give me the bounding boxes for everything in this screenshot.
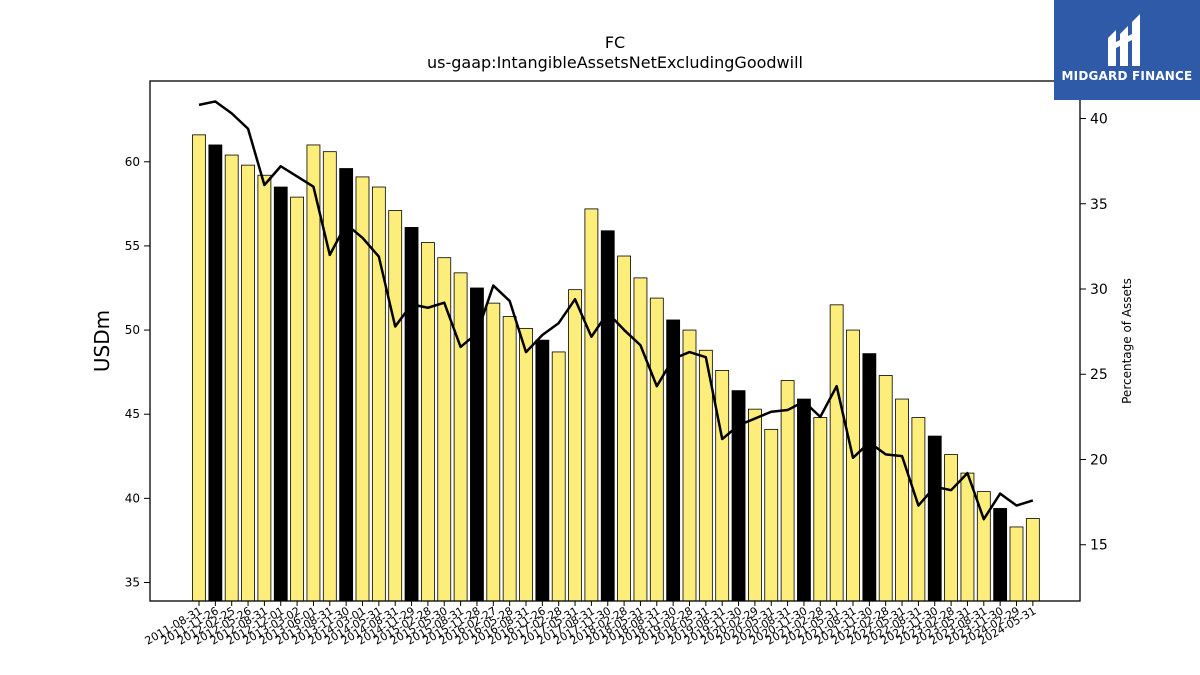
bar (551, 351, 566, 602)
y-tick-label: 60 (125, 155, 140, 169)
x-axis-ticks: 2011-08-312011-11-262012-02-252012-05-26… (143, 601, 1038, 648)
y2-tick-label: 25 (1090, 367, 1108, 383)
bar (633, 277, 648, 602)
bar (273, 186, 288, 602)
bar (944, 454, 958, 602)
bar (862, 353, 877, 602)
brand-name: MIDGARD FINANCE (1061, 69, 1193, 83)
bar (568, 289, 582, 602)
bar (224, 154, 239, 602)
chart-subtitle: us-gaap:IntangibleAssetsNetExcludingGood… (427, 53, 803, 72)
y-tick-label: 40 (125, 491, 140, 505)
bar (666, 319, 681, 602)
bar (846, 329, 860, 602)
y-tick-label: 55 (125, 239, 140, 253)
bar (404, 227, 419, 602)
bar (371, 186, 386, 602)
bar (502, 316, 517, 602)
bar (1009, 526, 1024, 602)
bar (388, 210, 403, 602)
y-tick-label: 45 (125, 407, 140, 421)
bar (600, 230, 615, 602)
y-tick-label: 50 (125, 323, 140, 337)
bar (780, 380, 795, 602)
y2-axis-label: Percentage of Assets (1120, 278, 1134, 404)
bar (649, 297, 664, 602)
bar (911, 417, 926, 602)
bar (322, 151, 337, 602)
bar (420, 242, 435, 602)
y-axis-label: USDm (90, 310, 114, 372)
percentage-line (198, 100, 1034, 521)
bar (715, 370, 730, 602)
brand-mark-icon (1108, 14, 1140, 66)
bar (453, 272, 468, 602)
bar (764, 428, 779, 602)
y2-tick-label: 35 (1090, 197, 1108, 213)
y2-tick-label: 40 (1090, 112, 1108, 128)
y-axis-ticks: 35 40 45 50 55 60 (125, 155, 150, 589)
plot-frame (149, 80, 1081, 602)
bar (698, 349, 713, 602)
bar (208, 144, 223, 602)
bar (813, 417, 828, 602)
bar (682, 329, 697, 602)
bar (960, 472, 975, 602)
bar (797, 398, 811, 602)
bar (584, 208, 599, 602)
chart-title: FC (605, 33, 625, 52)
bar (486, 302, 501, 602)
bar (748, 408, 762, 602)
bar (192, 134, 206, 602)
bar (1025, 518, 1040, 602)
bar (306, 144, 321, 602)
y2-axis-ticks: 15 20 25 30 35 40 (1080, 112, 1108, 554)
bar (290, 196, 305, 602)
bars-layer (192, 134, 1040, 602)
bar (878, 375, 893, 602)
bar (241, 164, 255, 602)
y2-tick-label: 30 (1090, 282, 1108, 298)
y2-tick-label: 20 (1090, 452, 1108, 468)
bar (829, 304, 844, 602)
bar (993, 508, 1008, 602)
brand-logo: MIDGARD FINANCE (1054, 0, 1200, 100)
bar (927, 435, 942, 602)
y-tick-label: 35 (125, 575, 140, 589)
bar (519, 327, 533, 602)
bar (895, 398, 909, 602)
y2-tick-label: 15 (1090, 538, 1108, 554)
bar (437, 257, 452, 602)
bar (257, 174, 272, 602)
bar (617, 255, 631, 602)
bar (355, 176, 370, 602)
bar (535, 339, 550, 602)
